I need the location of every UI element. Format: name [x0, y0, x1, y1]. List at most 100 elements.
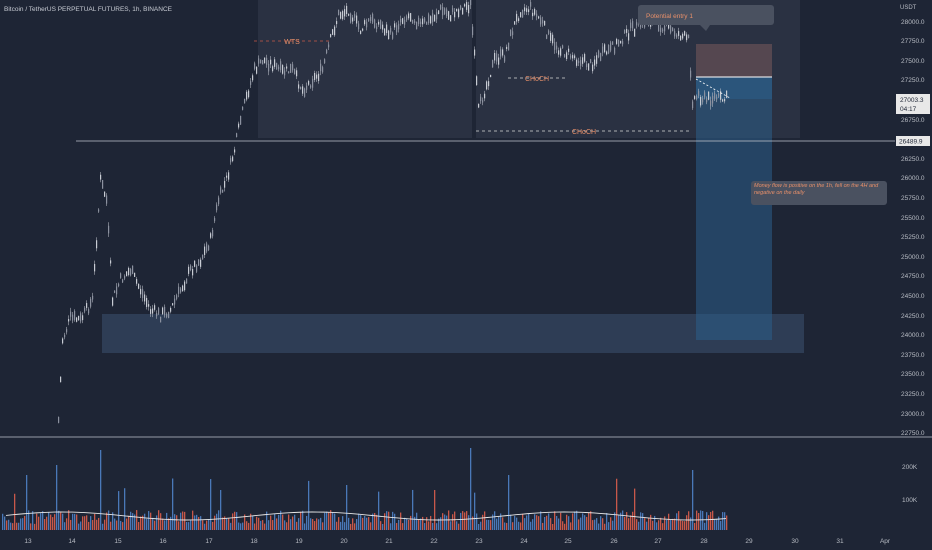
volume-bar [502, 517, 504, 530]
volume-bar [342, 516, 344, 530]
volume-bar [606, 513, 608, 530]
take-profit-zone[interactable] [696, 77, 772, 340]
candle-body [362, 28, 364, 31]
volume-bar [224, 516, 226, 530]
volume-bar [438, 518, 440, 530]
countdown-value: 04:17 [900, 106, 917, 113]
candle-body [566, 52, 568, 59]
volume-bar [672, 518, 674, 530]
volume-bar [554, 511, 556, 530]
candle-body [412, 20, 414, 24]
date-axis-label: 28 [700, 538, 708, 545]
volume-bar [508, 475, 510, 530]
candle-body [212, 229, 214, 237]
volume-bar [58, 510, 60, 530]
candle-body [272, 66, 274, 72]
volume-bar [240, 523, 242, 530]
volume-bar [428, 521, 430, 530]
candle-body [84, 307, 86, 312]
volume-bar [68, 510, 70, 530]
candle-body [234, 149, 236, 153]
volume-bar [106, 512, 108, 530]
volume-bar [474, 492, 476, 530]
candle-body [88, 309, 90, 314]
candle-body [390, 28, 392, 33]
candle-body [94, 264, 96, 272]
volume-bar [112, 512, 114, 530]
volume-bar [602, 518, 604, 530]
candle-body [236, 133, 238, 137]
date-axis[interactable]: 13 14 15 16 17 18 19 20 21 22 23 24 25 26 27 28 29 30 31 Ap… [24, 538, 891, 545]
price-axis-label: 25000.0 [901, 254, 925, 261]
candle-body [416, 21, 418, 30]
candle-body [282, 65, 284, 74]
candle-body [64, 334, 66, 338]
candle-body [612, 41, 614, 45]
demand-zone[interactable] [102, 314, 804, 353]
candle-body [106, 195, 108, 204]
date-axis-label: 30 [791, 538, 799, 545]
candle-body [534, 8, 536, 15]
candle-body [186, 278, 188, 284]
volume-bar [170, 516, 172, 530]
volume-bar [86, 515, 88, 530]
volume-bar [712, 510, 714, 530]
candle-body [520, 12, 522, 18]
volume-bar [648, 517, 650, 530]
volume-bar [656, 522, 658, 530]
stop-loss-zone[interactable] [696, 44, 772, 77]
candle-body [348, 13, 350, 16]
price-axis-label: 26750.0 [901, 117, 925, 124]
volume-bar [300, 511, 302, 530]
candle-body [208, 245, 210, 251]
date-axis-label: 25 [564, 538, 572, 545]
volume-bar [498, 516, 500, 530]
candle-body [548, 30, 550, 34]
volume-bar [720, 520, 722, 530]
volume-ma-line [5, 511, 727, 521]
volume-bar [664, 516, 666, 530]
volume-bar [360, 515, 362, 530]
volume-bar [612, 520, 614, 530]
trend-line[interactable] [695, 78, 731, 99]
candle-body [294, 68, 296, 75]
volume-bar [46, 516, 48, 530]
volume-bar [568, 516, 570, 530]
volume-bar [470, 448, 472, 530]
volume-bar [710, 511, 712, 530]
candle-body [458, 9, 460, 18]
volume-bar [524, 518, 526, 530]
volume-bar [492, 514, 494, 530]
candle-body [300, 86, 302, 90]
volume-bar [572, 513, 574, 530]
volume-bar [340, 521, 342, 530]
candle-body [204, 246, 206, 256]
candle-body [478, 103, 480, 108]
candle-body [394, 23, 396, 28]
candle-body [554, 42, 556, 50]
candle-body [96, 240, 98, 249]
candle-body [264, 57, 266, 64]
volume-bar [458, 523, 460, 530]
volume-bar [372, 513, 374, 530]
volume-bar [220, 490, 222, 530]
choch-lower-label: CHoCH [572, 129, 596, 136]
price-axis[interactable]: 28000.0 27750.0 27500.0 27250.0 26750.0 26250… [901, 19, 925, 437]
volume-bar [456, 521, 458, 530]
candle-body [198, 259, 200, 266]
volume-bar [66, 518, 68, 530]
entry-callout[interactable]: Potential entry 1 [638, 5, 774, 31]
money-flow-note[interactable]: Money flow is positive on the 1h, fell o… [751, 181, 887, 205]
volume-bar [618, 515, 620, 530]
volume-bar [118, 491, 120, 530]
volume-bar [44, 519, 46, 530]
volume-bar [706, 512, 708, 530]
volume-bar [592, 520, 594, 530]
candle-body [546, 34, 548, 39]
volume-bar [688, 511, 690, 530]
volume-series [2, 448, 728, 530]
candle-body [166, 313, 168, 317]
candle-body [680, 35, 682, 41]
volume-bar [254, 523, 256, 530]
